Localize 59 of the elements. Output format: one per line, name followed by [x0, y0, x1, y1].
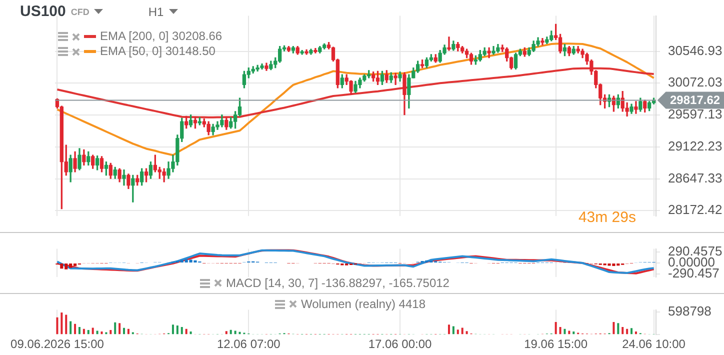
bar: [622, 326, 624, 334]
bar: [127, 328, 130, 334]
bar: [190, 332, 192, 334]
bar: [78, 326, 80, 334]
x-tick-label: 19.06 15:00: [524, 337, 588, 352]
legend-label: EMA [50, 0] 30148.50: [100, 44, 216, 59]
bar: [60, 312, 63, 334]
bar: [114, 322, 116, 334]
bar: [452, 326, 454, 334]
bar: [185, 328, 188, 334]
bar: [110, 330, 112, 334]
y-tick-label: 29122.23: [668, 138, 722, 154]
bar: [456, 330, 459, 334]
annotation: H1: [148, 4, 164, 18]
bar: [230, 330, 232, 334]
bar: [466, 331, 468, 334]
bar: [634, 332, 637, 334]
bar: [118, 323, 121, 334]
bar: [564, 328, 566, 334]
chart-title: US100: [20, 3, 66, 20]
x-tick-label: 12.06 07:00: [216, 337, 281, 352]
y-tick-label: 30072.03: [668, 74, 722, 90]
legend-label: EMA [200, 0] 30208.66: [100, 29, 222, 44]
chart-subtitle: CFD: [70, 6, 90, 16]
bar: [448, 324, 450, 334]
bar: [559, 326, 562, 334]
bar: [238, 332, 241, 334]
bar: [180, 326, 183, 334]
y-tick-label: 30546.93: [668, 42, 722, 58]
bar: [65, 314, 68, 334]
bar: [617, 323, 620, 334]
bar: [70, 321, 72, 334]
bar: [630, 328, 633, 334]
annotation: Wolumen (realny) 4418: [301, 297, 426, 311]
bar: [172, 324, 174, 334]
y-tick-label: 28647.33: [668, 170, 722, 186]
bar: [554, 322, 557, 334]
bar: [612, 322, 615, 334]
bar: [626, 328, 628, 334]
annotation: 43m 29s: [578, 209, 636, 226]
bar: [123, 328, 126, 334]
x-tick-label: 24.06 10:00: [622, 337, 686, 352]
annotation: MACD [14, 30, 7] -136.88297, -165.75012: [226, 276, 450, 290]
bar: [461, 328, 464, 334]
y-tick-label: 29597.13: [668, 106, 722, 122]
bar: [82, 328, 85, 334]
y-tick-label: 28172.42: [668, 202, 722, 218]
y-tick-label: 598798: [668, 303, 712, 318]
x-tick-label: 09.06.2026 15:00: [10, 337, 104, 352]
x-tick-label: 17.06 00:00: [368, 337, 432, 352]
ref-line-label: 29817.62: [670, 93, 720, 108]
bar: [225, 331, 228, 334]
bar: [100, 332, 103, 334]
bar: [176, 325, 178, 334]
bar: [572, 332, 575, 334]
bar: [92, 328, 94, 334]
bar: [87, 330, 90, 334]
bar: [56, 317, 58, 334]
bar: [74, 324, 76, 334]
